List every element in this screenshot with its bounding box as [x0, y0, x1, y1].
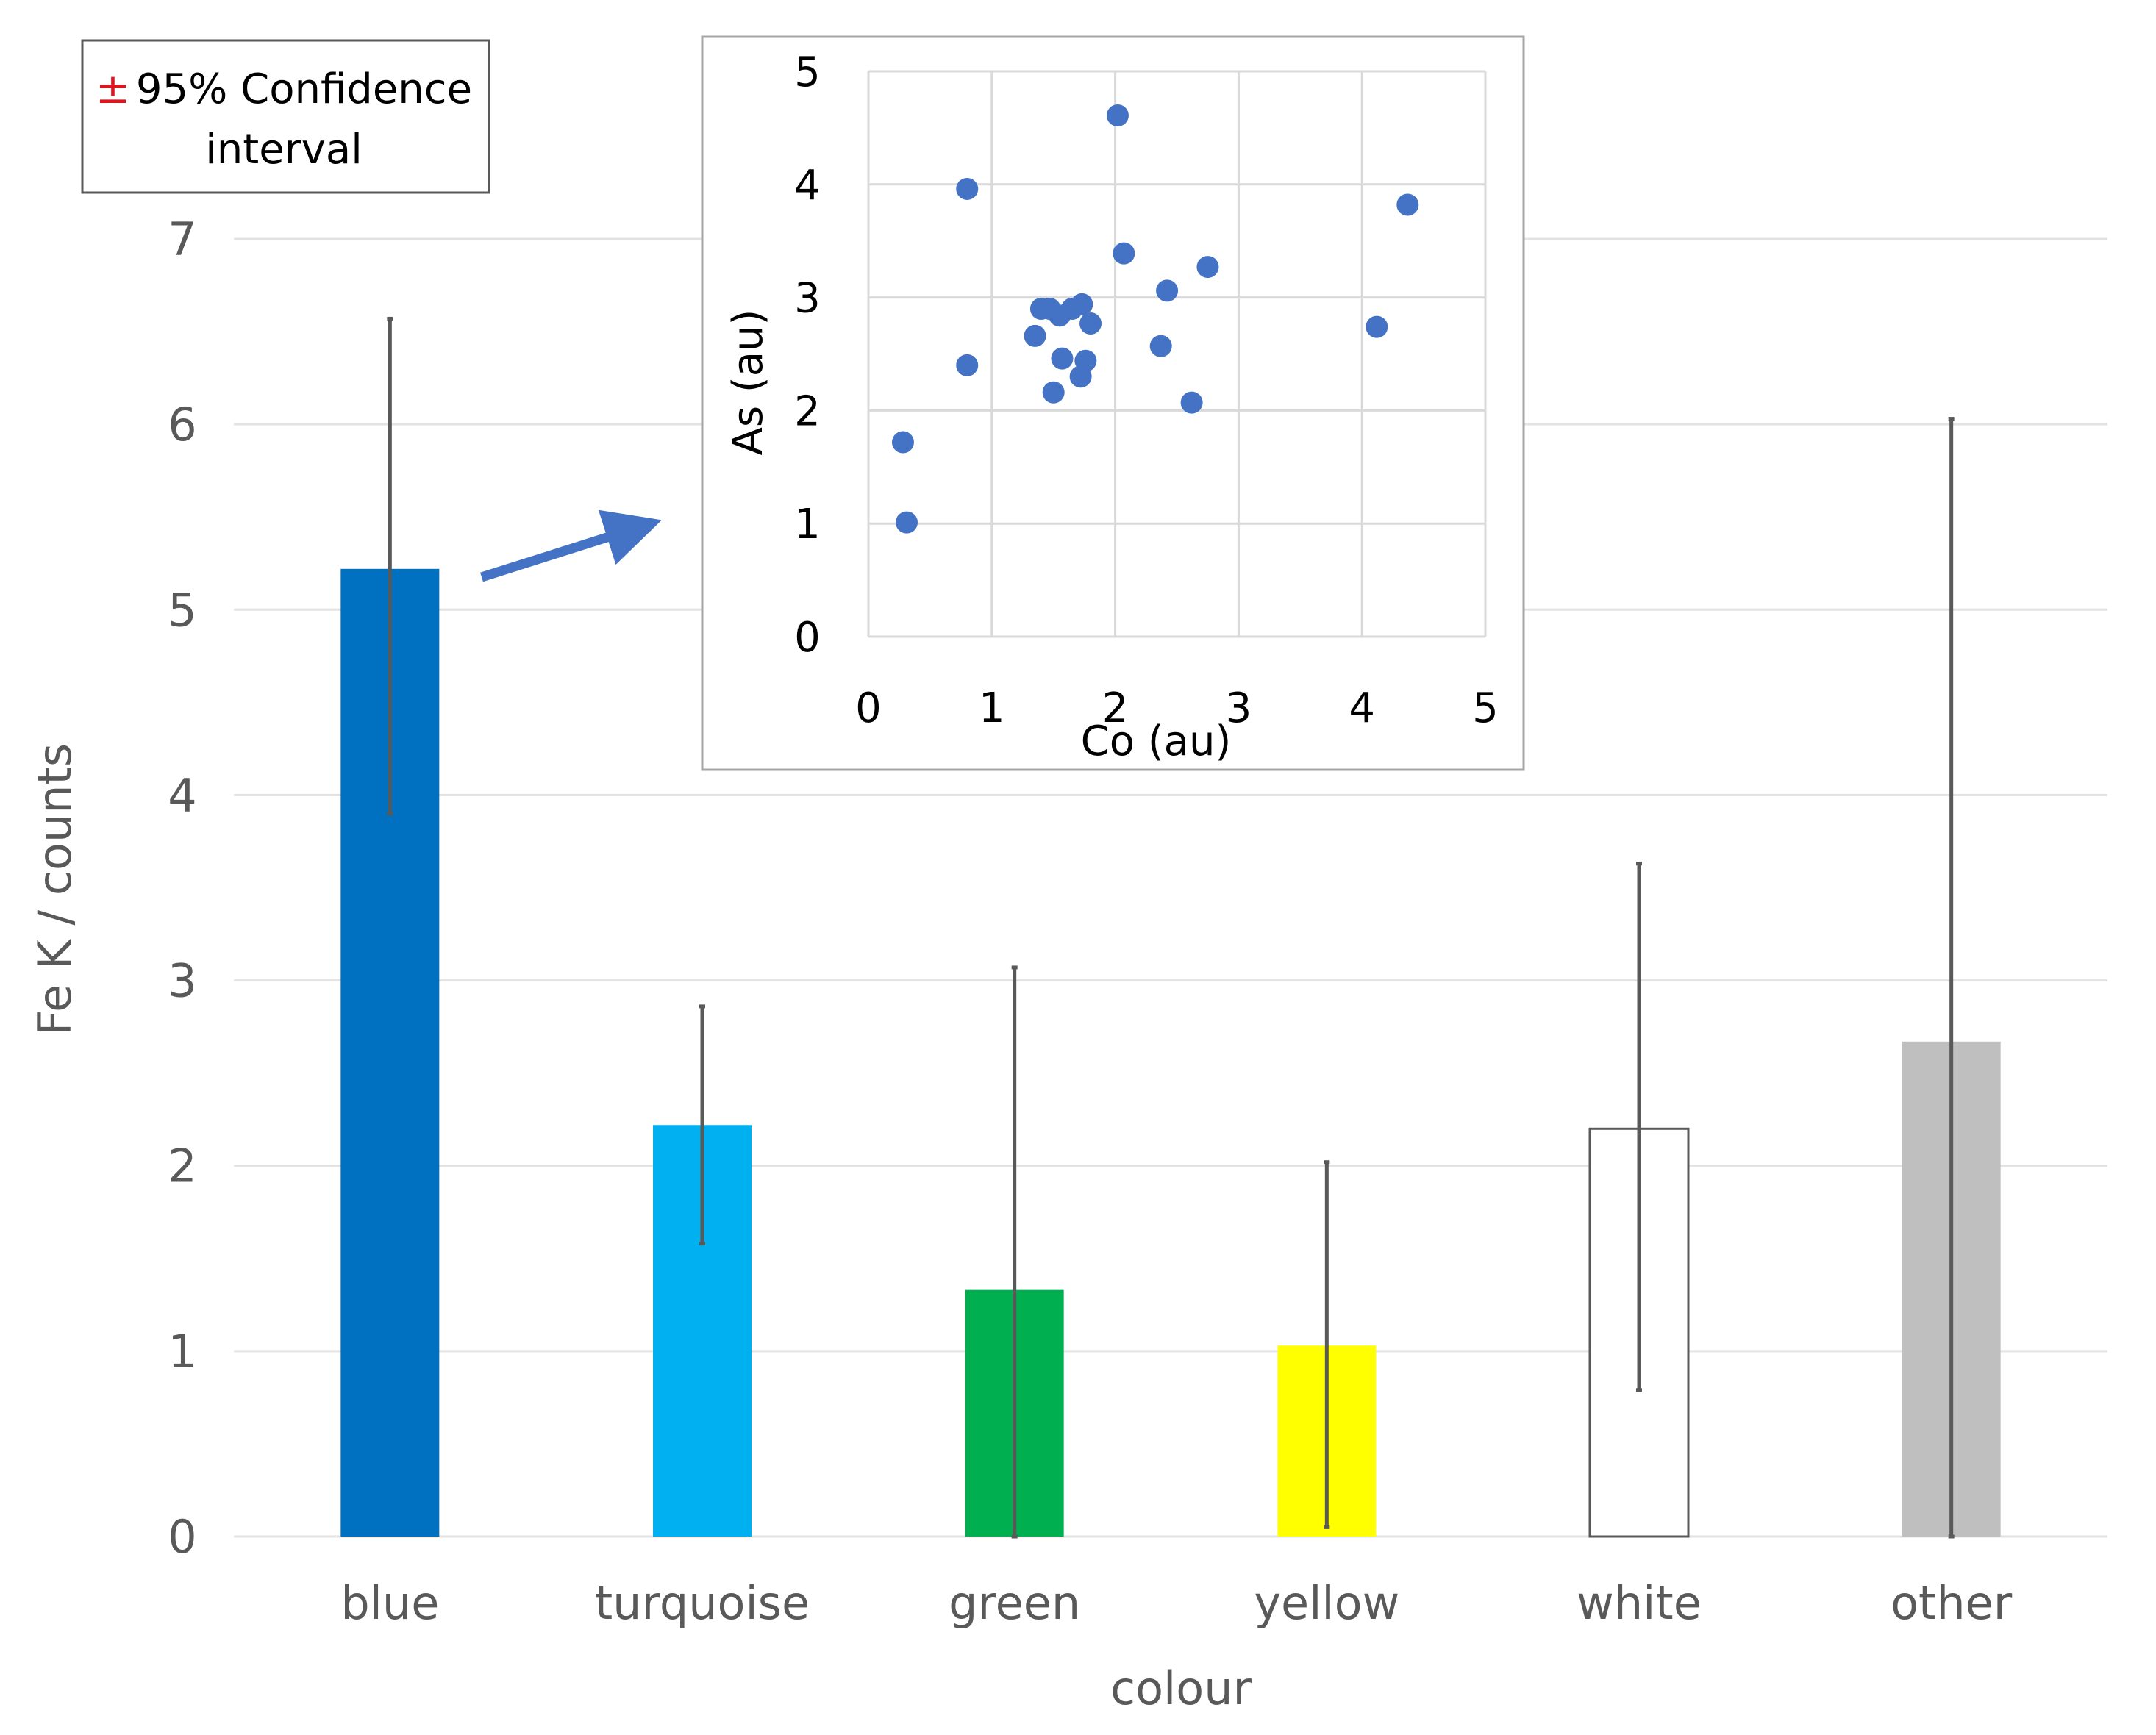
scatter-point	[896, 511, 918, 534]
legend-line-2: interval	[205, 126, 363, 174]
scatter-x-tick-label: 4	[1349, 684, 1375, 732]
scatter-point	[1156, 279, 1179, 302]
scatter-point	[1396, 193, 1419, 216]
svg-text:±95% Confidence: ±95% Confidence	[96, 65, 472, 113]
legend-box: ±95% Confidence interval	[81, 39, 490, 194]
x-tick-label-white: white	[1577, 1576, 1702, 1630]
x-tick-label-other: other	[1891, 1576, 2013, 1630]
scatter-y-tick-label: 4	[794, 162, 821, 210]
bar-y-tick-label: 1	[168, 1325, 196, 1378]
scatter-point	[1149, 335, 1172, 357]
bar-y-tick-label: 4	[168, 768, 196, 822]
scatter-y-tick-label: 1	[794, 501, 821, 548]
scatter-point	[891, 431, 914, 454]
scatter-point	[1024, 324, 1046, 347]
x-tick-label-blue: blue	[340, 1576, 439, 1630]
scatter-gridlines	[867, 70, 1487, 638]
bar-y-tick-label: 6	[168, 398, 196, 451]
scatter-x-tick-label: 5	[1472, 684, 1499, 732]
scatter-y-tick-label: 0	[794, 614, 821, 662]
scatter-point	[1106, 104, 1129, 126]
scatter-point	[1366, 315, 1388, 338]
plus-minus-icon: ±	[96, 65, 130, 113]
scatter-point	[1196, 256, 1219, 279]
scatter-y-ticks: 0 1 2 3 4 5	[794, 49, 821, 662]
scatter-x-tick-label: 2	[1102, 684, 1129, 732]
scatter-y-tick-label: 5	[794, 49, 821, 96]
bar-y-tick-label: 0	[168, 1510, 196, 1564]
bar-y-tick-label: 2	[168, 1140, 196, 1193]
x-tick-label-green: green	[949, 1576, 1080, 1630]
scatter-points	[891, 104, 1419, 534]
scatter-x-tick-label: 0	[855, 684, 882, 732]
scatter-point	[1113, 242, 1135, 265]
scatter-point	[1042, 381, 1065, 404]
bar-chart-error-bars	[387, 316, 1955, 1539]
bar-y-tick-label: 5	[168, 583, 196, 637]
scatter-y-tick-label: 2	[794, 387, 821, 435]
bar-y-tick-label: 7	[168, 212, 196, 266]
scatter-x-axis-label: Co (au)	[1081, 718, 1232, 765]
bar-chart-y-ticks: 0 1 2 3 4 5 6 7	[168, 212, 196, 1564]
bar-chart-y-axis-label: Fe K / counts	[28, 743, 82, 1036]
bar-chart-x-axis-label: colour	[1110, 1661, 1252, 1715]
scatter-point	[1079, 312, 1102, 335]
scatter-y-tick-label: 3	[794, 275, 821, 323]
scatter-point	[1180, 391, 1203, 414]
inset-scatter-plot: 0 1 2 3 4 5 0 1 2 3 4 5 Co (au) As (au)	[701, 35, 1525, 771]
scatter-point	[956, 177, 979, 200]
scatter-point	[1074, 349, 1097, 372]
bar-chart-x-ticks: blue turquoise green yellow white other	[340, 1576, 2012, 1630]
legend-line-1: 95% Confidence	[136, 65, 472, 113]
scatter-point	[1071, 293, 1093, 315]
annotation-arrow	[480, 509, 662, 582]
scatter-y-axis-label: As (au)	[724, 310, 772, 456]
scatter-x-tick-label: 1	[979, 684, 1005, 732]
scatter-point	[1051, 347, 1074, 370]
scatter-x-ticks: 0 1 2 3 4 5	[855, 684, 1499, 732]
scatter-x-tick-label: 3	[1226, 684, 1252, 732]
x-tick-label-yellow: yellow	[1254, 1576, 1399, 1630]
scatter-point	[956, 354, 979, 376]
bar-y-tick-label: 3	[168, 954, 196, 1008]
x-tick-label-turquoise: turquoise	[595, 1576, 810, 1630]
